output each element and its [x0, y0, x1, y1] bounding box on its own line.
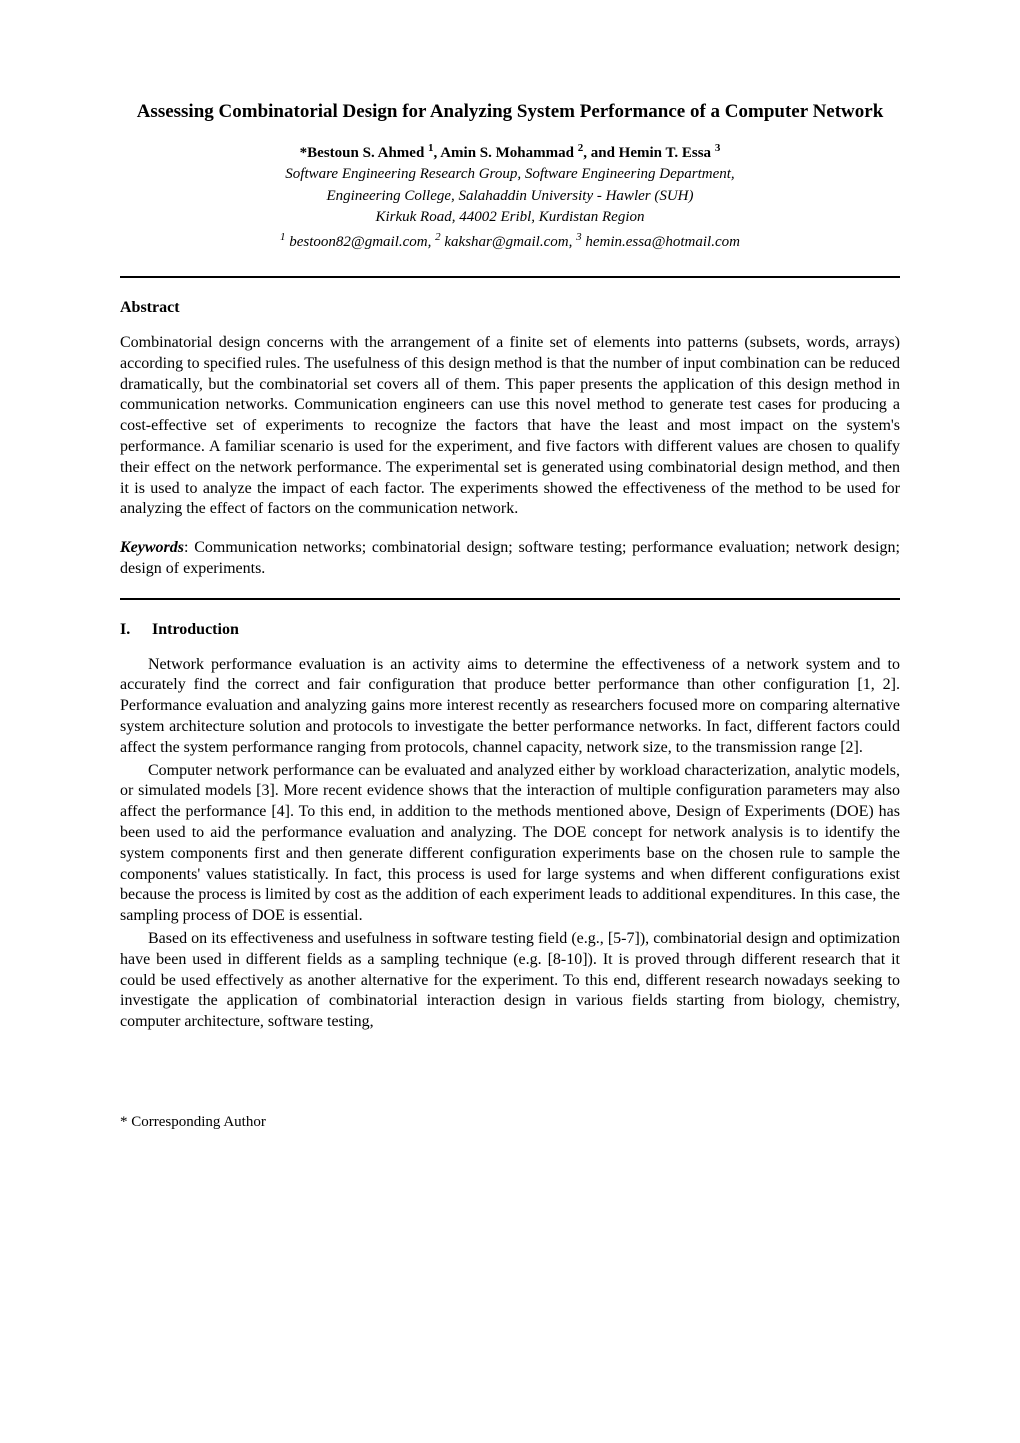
- corresponding-author-note: * Corresponding Author: [120, 1113, 900, 1133]
- keywords-text: : Communication networks; combinatorial …: [120, 539, 900, 577]
- author-names-3: , and Hemin T. Essa: [583, 145, 715, 161]
- authors-line: *Bestoun S. Ahmed 1, Amin S. Mohammad 2,…: [120, 141, 900, 164]
- intro-paragraph-2: Computer network performance can be eval…: [120, 761, 900, 927]
- abstract-heading: Abstract: [120, 298, 900, 319]
- intro-paragraph-1: Network performance evaluation is an act…: [120, 655, 900, 759]
- keywords-label: Keywords: [120, 539, 184, 556]
- author-sup-3: 3: [715, 142, 721, 154]
- affiliation-line-1: Software Engineering Research Group, Sof…: [120, 165, 900, 185]
- author-emails: 1 bestoon82@gmail.com, 2 kakshar@gmail.c…: [120, 230, 900, 253]
- intro-paragraph-3: Based on its effectiveness and usefulnes…: [120, 929, 900, 1033]
- author-names-1: *Bestoun S. Ahmed: [300, 145, 428, 161]
- email-2: kakshar@gmail.com,: [441, 234, 576, 250]
- author-names-2: , Amin S. Mohammad: [434, 145, 578, 161]
- affiliation-line-2: Engineering College, Salahaddin Universi…: [120, 187, 900, 207]
- abstract-body: Combinatorial design concerns with the a…: [120, 333, 900, 520]
- introduction-heading: I. Introduction: [120, 620, 900, 641]
- divider-bottom: [120, 598, 900, 600]
- section-title: Introduction: [152, 621, 239, 638]
- section-number: I.: [120, 620, 148, 641]
- divider-top: [120, 276, 900, 278]
- email-1: bestoon82@gmail.com,: [286, 234, 436, 250]
- email-3: hemin.essa@hotmail.com: [582, 234, 740, 250]
- paper-title: Assessing Combinatorial Design for Analy…: [120, 100, 900, 125]
- affiliation-line-3: Kirkuk Road, 44002 Eribl, Kurdistan Regi…: [120, 208, 900, 228]
- keywords-line: Keywords: Communication networks; combin…: [120, 538, 900, 580]
